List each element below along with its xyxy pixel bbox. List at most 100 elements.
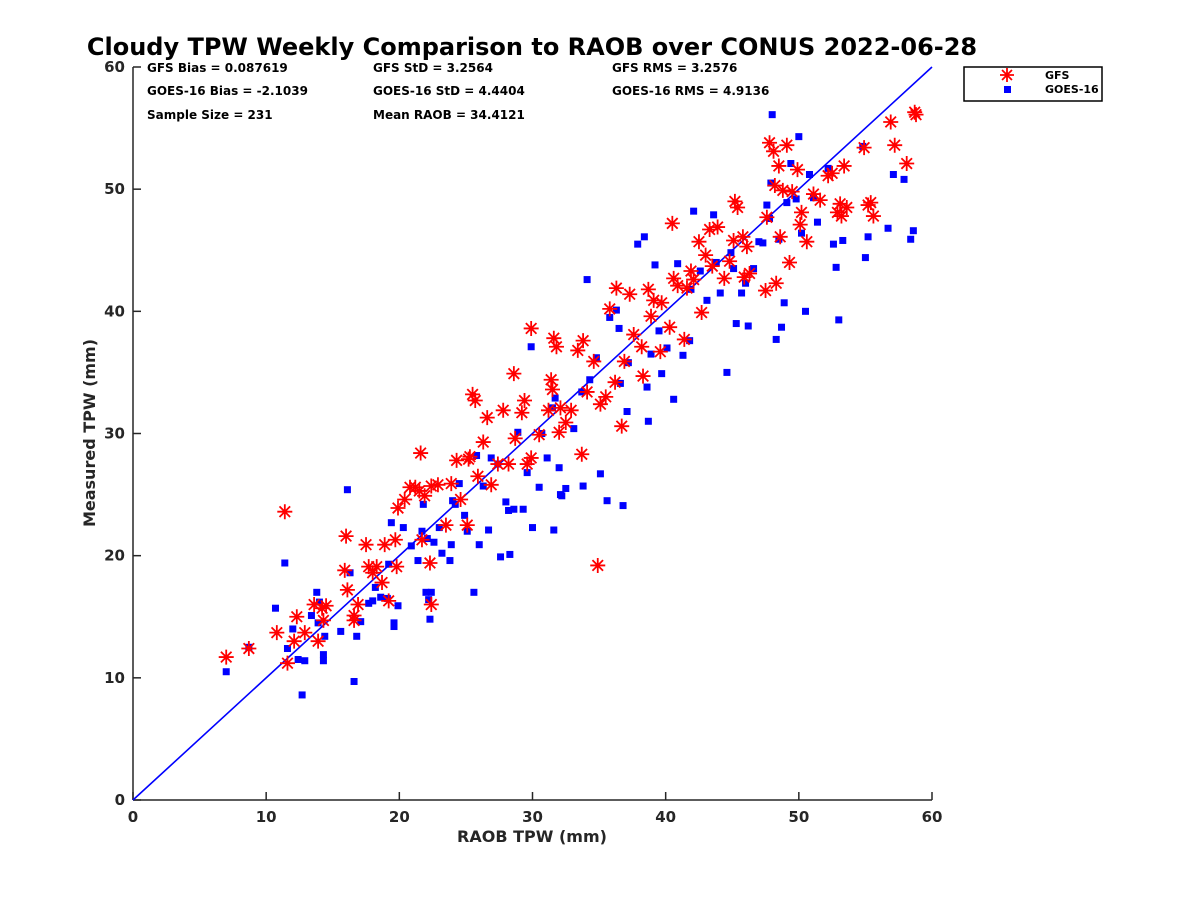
goes16-point [425, 596, 433, 604]
gfs-point [832, 196, 848, 212]
goes16-point [864, 233, 872, 241]
gfs-point [782, 254, 798, 270]
gfs-point [361, 559, 377, 575]
gfs-point [833, 208, 849, 224]
gfs-point [350, 597, 366, 613]
gfs-point [338, 528, 354, 544]
gfs-point [590, 557, 606, 573]
gfs-point [702, 221, 718, 237]
gfs-point [346, 612, 362, 628]
gfs-point [730, 199, 746, 215]
gfs-point [710, 219, 726, 235]
goes16-point [423, 535, 431, 543]
gfs-point [666, 270, 682, 286]
gfs-point [389, 559, 405, 575]
goes16-point [497, 553, 505, 561]
gfs-point [824, 165, 840, 181]
goes16-point [289, 625, 297, 633]
goes16-point [686, 337, 694, 345]
stat-text: GOES-16 StD = 4.4404 [373, 84, 525, 98]
gfs-point [490, 456, 506, 472]
plot-area: 0 10 20 30 40 50 60 0 10 20 30 40 50 60 [104, 58, 942, 826]
goes16-point [281, 559, 289, 567]
gfs-point [812, 192, 828, 208]
gfs-point [634, 339, 650, 355]
legend-goes16-marker [1004, 86, 1011, 93]
goes16-point [783, 199, 791, 207]
goes16-point [738, 289, 746, 297]
gfs-point [475, 434, 491, 450]
goes16-point [455, 480, 463, 488]
gfs-point [762, 135, 778, 151]
goes16-point [596, 470, 604, 478]
goes16-point [461, 511, 469, 519]
gfs-point [544, 382, 560, 398]
x-tick-label: 50 [788, 808, 809, 826]
goes16-point [426, 615, 434, 623]
goes16-point [385, 560, 393, 568]
goes16-point [813, 218, 821, 226]
goes16-point [801, 307, 809, 315]
gfs-point [836, 158, 852, 174]
goes16-point [449, 497, 457, 505]
gfs-point [726, 232, 742, 248]
y-tick-label: 50 [104, 180, 125, 198]
gfs-point [602, 301, 618, 317]
gfs-point [654, 295, 670, 311]
goes16-point [418, 527, 426, 535]
goes16-point [222, 668, 230, 676]
gfs-point [381, 593, 397, 609]
goes16-point [519, 505, 527, 513]
goes16-point [795, 133, 803, 141]
gfs-point [670, 278, 686, 294]
gfs-point [768, 275, 784, 291]
goes16-point [473, 451, 481, 459]
x-tick-label: 60 [922, 808, 943, 826]
gfs-point [422, 555, 438, 571]
gfs-point [799, 234, 815, 250]
goes16-point [730, 265, 738, 273]
gfs-point [390, 500, 406, 516]
goes16-point [313, 588, 321, 596]
y-tick-label: 10 [104, 669, 125, 687]
goes16-point [679, 351, 687, 359]
gfs-point [727, 193, 743, 209]
goes16-point [710, 211, 718, 219]
goes16-point [780, 299, 788, 307]
goes16-point [422, 588, 430, 596]
gfs-point [865, 208, 881, 224]
gfs-point [856, 140, 872, 156]
gfs-point [501, 456, 517, 472]
gfs-point [574, 446, 590, 462]
goes16-point [343, 486, 351, 494]
goes16-point [616, 379, 624, 387]
goes16-point [732, 320, 740, 328]
goes16-point [371, 583, 379, 591]
gfs-point [369, 559, 385, 575]
gfs-point [483, 477, 499, 493]
goes16-point [558, 492, 566, 500]
gfs-point [698, 247, 714, 263]
gfs-point [218, 649, 234, 665]
goes16-point [835, 316, 843, 324]
gfs-point [646, 292, 662, 308]
gfs-point [662, 319, 678, 335]
gfs-point [459, 517, 475, 533]
gfs-point [863, 195, 879, 211]
goes16-point [839, 236, 847, 244]
gfs-point [417, 488, 433, 504]
goes16-point [510, 505, 518, 513]
goes16-point [407, 542, 415, 550]
gfs-point [694, 305, 710, 321]
legend-goes16-label: GOES-16 [1045, 83, 1099, 96]
gfs-point [514, 405, 530, 421]
stat-text: GFS StD = 3.2564 [373, 61, 493, 75]
gfs-point [899, 156, 915, 172]
gfs-point [758, 283, 774, 299]
goes16-point [487, 454, 495, 462]
goes16-point [502, 498, 510, 506]
gfs-point [607, 374, 623, 390]
gfs-point [552, 400, 568, 416]
gfs-point [766, 143, 782, 159]
